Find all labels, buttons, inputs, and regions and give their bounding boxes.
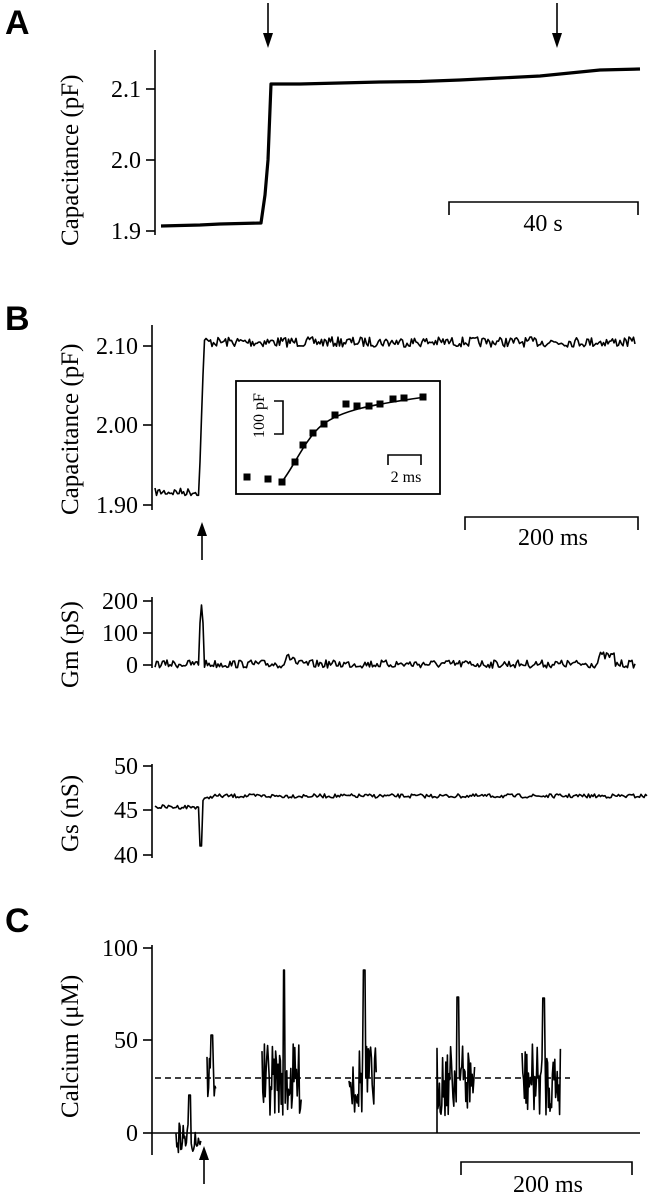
y-axis-title-gm: Gm (pS) [57,601,84,688]
tick-label-gs-3: 40 [114,843,138,869]
inset-point [320,420,328,428]
trace-gm [154,604,636,669]
tick-label-b-3: 1.90 [96,493,138,519]
inset-point [365,402,373,410]
inset-point [278,478,286,486]
arrow-a-1 [263,3,273,48]
tick-label-c-2: 50 [114,1028,138,1054]
inset-point [243,473,251,481]
tick-label-gm-3: 0 [126,653,138,679]
inset-y-scale [274,400,284,435]
calcium-burst-5 [436,996,476,1133]
y-axis-title-a: Capacitance (pF) [57,75,84,246]
scale-bar-c [460,1161,633,1175]
inset-point [309,429,317,437]
arrow-b [197,522,207,560]
calcium-burst-1 [175,1094,202,1154]
panel-label-b: B [5,300,30,338]
tick-label-gs-1: 50 [114,754,138,780]
inset-point [331,411,339,419]
scale-label-b: 200 ms [518,525,588,551]
trace-capacitance-b [154,336,636,497]
y-axis-title-b: Capacitance (pF) [57,344,84,515]
inset-points [243,393,427,486]
scale-bar-b [464,516,639,530]
arrow-c [199,1146,209,1184]
trace-gs [154,793,648,847]
inset-point [353,402,361,410]
inset-point [291,458,299,466]
inset-point [389,395,397,403]
calcium-burst-2 [206,1034,217,1098]
tick-label-a-1: 2.1 [111,77,141,103]
tick-label-a-2: 2.0 [111,148,141,174]
trace-a [160,67,641,228]
inset: 100 pF 2 ms [235,380,441,495]
tick-label-b-1: 2.10 [96,334,138,360]
scale-label-a: 40 s [523,211,562,237]
inset-point [299,441,307,449]
arrow-a-2 [552,3,562,48]
tick-label-gm-1: 200 [102,589,138,615]
tick-label-gm-2: 100 [102,621,138,647]
tick-label-c-1: 100 [102,936,138,962]
y-axis-title-c: Calcium (μM) [57,975,84,1118]
inset-point [264,475,272,483]
inset-point [342,400,350,408]
inset-frame [235,380,441,495]
calcium-burst-3 [261,969,302,1116]
y-axis-title-gs: Gs (nS) [57,775,84,852]
calcium-burst-4 [348,969,377,1113]
scale-label-c: 200 ms [513,1172,583,1198]
inset-point [376,400,384,408]
inset-point [419,393,427,401]
tick-label-c-3: 0 [126,1121,138,1147]
tick-label-a-3: 1.9 [111,219,141,245]
inset-x-label: 2 ms [391,469,422,486]
scale-bar-a [448,201,639,215]
inset-y-label: 100 pF [251,393,268,438]
calcium-bursts [175,969,562,1154]
tick-label-b-2: 2.00 [96,413,138,439]
calcium-burst-6 [521,997,562,1116]
panel-label-c: C [5,902,30,940]
panel-label-a: A [5,4,30,42]
inset-point [400,394,408,402]
inset-x-scale [387,454,422,465]
tick-label-gs-2: 45 [114,798,138,824]
